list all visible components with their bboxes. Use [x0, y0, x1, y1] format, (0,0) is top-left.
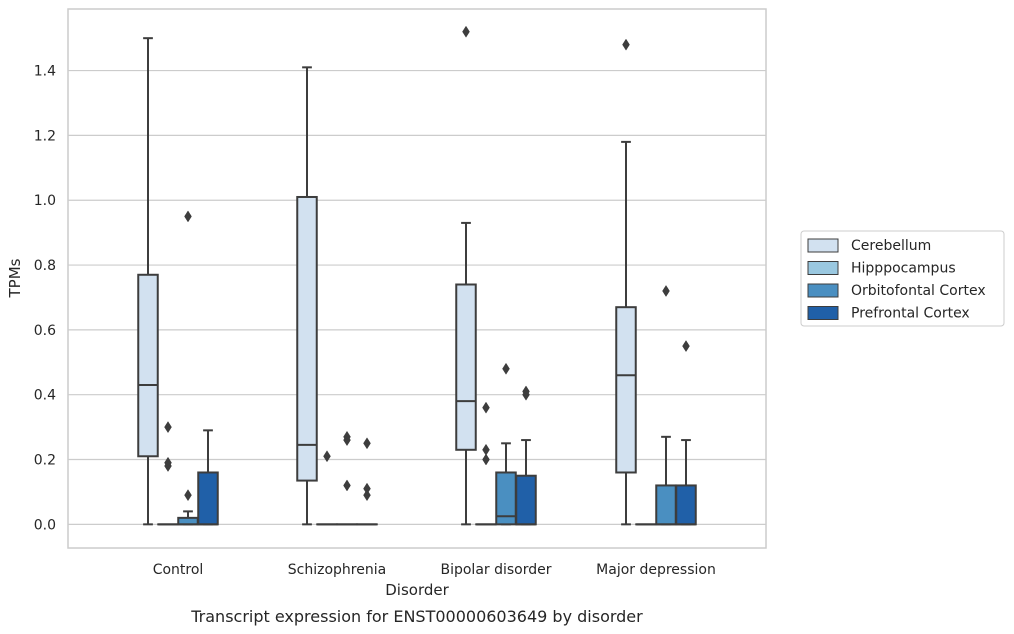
outlier-point [482, 401, 490, 414]
x-tick-label: Schizophrenia [288, 562, 386, 578]
box-cerebellum-2 [455, 25, 477, 526]
x-axis-title: Disorder [385, 581, 449, 599]
legend: Cerebellum Hipppocampus Orbitofontal Corte… [800, 230, 1005, 327]
outlier-point [343, 430, 351, 443]
box-iqr [197, 471, 219, 526]
box-hipppocampus-0 [157, 421, 179, 526]
y-tick-label: 1.4 [34, 64, 56, 80]
box-hipppocampus-1 [316, 450, 338, 526]
y-tick-labels: 0.0 0.2 0.4 0.6 0.8 1.0 1.2 1.4 [34, 64, 56, 534]
legend-swatch [807, 238, 839, 253]
legend-frame [800, 230, 1005, 327]
outlier-point [164, 456, 172, 469]
outlier-point [682, 340, 690, 353]
outlier-point [482, 453, 490, 466]
box-hipppocampus-2 [475, 401, 497, 526]
outlier-point [502, 362, 510, 375]
outlier-point [622, 38, 630, 51]
outlier-point [462, 25, 470, 38]
outlier-point [522, 385, 530, 398]
box-orbitofontal-cortex-0 [177, 210, 199, 526]
box-cerebellum-0 [137, 37, 159, 526]
y-tick-label: 0.6 [34, 323, 56, 339]
outlier-point [662, 285, 670, 297]
x-tick-label: Bipolar disorder [440, 562, 551, 578]
outlier-point [363, 437, 371, 450]
legend-label: Cerebellum [851, 238, 931, 254]
box-iqr [455, 283, 477, 451]
legend-label: Hipppocampus [851, 261, 956, 277]
x-tick-label: Major depression [596, 562, 716, 578]
box-prefrontal-cortex-1 [356, 437, 378, 526]
box-prefrontal-cortex-0 [197, 429, 219, 526]
plot-area-frame [67, 8, 767, 549]
box-orbitofontal-cortex-2 [495, 362, 517, 526]
y-tick-label: 0.4 [34, 388, 56, 404]
y-tick-label: 0.0 [34, 517, 56, 533]
box-orbitofontal-cortex-1 [336, 430, 358, 526]
outlier-point [343, 479, 351, 492]
legend-swatch [807, 261, 839, 275]
y-tick-label: 0.8 [34, 258, 56, 274]
box-cerebellum-1 [296, 66, 318, 526]
gridlines [68, 69, 766, 525]
outlier-point [363, 482, 371, 495]
outlier-point [184, 210, 192, 223]
boxes [137, 25, 697, 526]
legend-swatch [807, 283, 839, 298]
outlier-point [363, 489, 371, 502]
box-iqr [655, 484, 677, 526]
box-iqr [515, 474, 537, 526]
outlier-point [482, 443, 490, 456]
outlier-point [323, 450, 331, 463]
outlier-point [184, 489, 192, 502]
box-iqr [296, 195, 318, 482]
chart-caption: Transcript expression for ENST0000060364… [190, 607, 643, 626]
box-iqr [615, 306, 637, 474]
legend-label: Orbitofontal Cortex [851, 283, 986, 299]
y-axis-title: TPMs [6, 258, 24, 298]
box-cerebellum-3 [615, 38, 637, 526]
legend-label: Prefrontal Cortex [851, 306, 970, 322]
box-iqr [137, 273, 159, 458]
outlier-point [164, 421, 172, 434]
y-tick-label: 0.2 [34, 453, 56, 469]
y-tick-label: 1.2 [34, 128, 56, 144]
box-prefrontal-cortex-3 [675, 340, 697, 526]
x-tick-labels: Control Schizophrenia Bipolar disorder Majo… [153, 562, 716, 578]
legend-swatch [807, 306, 839, 320]
box-orbitofontal-cortex-3 [655, 285, 677, 526]
box-iqr [675, 484, 697, 526]
box-prefrontal-cortex-2 [515, 385, 537, 526]
x-tick-label: Control [153, 562, 204, 578]
y-tick-label: 1.0 [34, 193, 56, 209]
